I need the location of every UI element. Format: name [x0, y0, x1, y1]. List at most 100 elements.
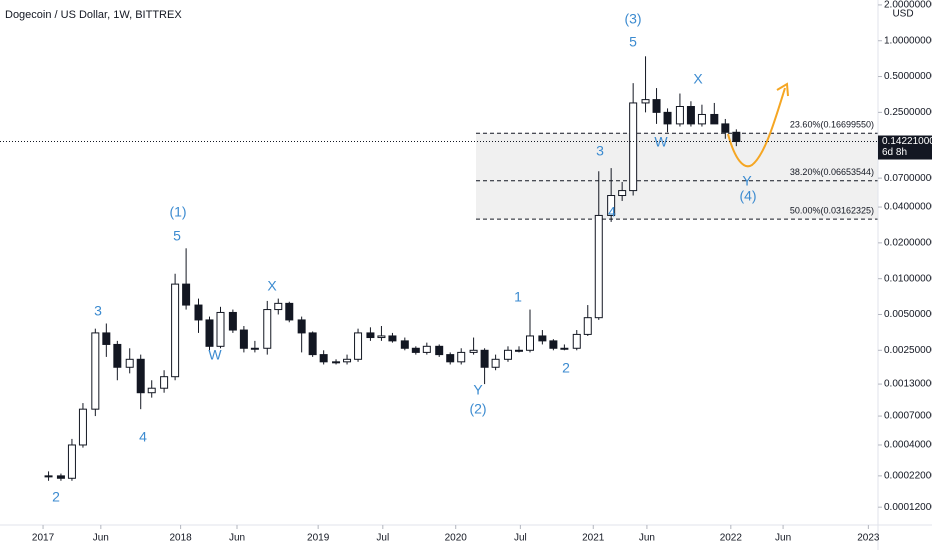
- y-tick-label: 0.00022000: [884, 471, 932, 482]
- candle-body: [308, 332, 317, 356]
- candle-body: [113, 343, 122, 368]
- y-tick-label: 0.04000000: [884, 202, 932, 213]
- wave-label: Y: [473, 382, 483, 398]
- candle-body: [469, 349, 478, 353]
- fib-label: 38.20%(0.06653544): [790, 167, 874, 177]
- wave-label: (3): [624, 11, 641, 27]
- x-tick-label: 2018: [169, 533, 192, 544]
- wave-label: 5: [173, 228, 181, 244]
- candle-body: [629, 102, 638, 192]
- candle-body: [125, 358, 134, 368]
- candle-body: [503, 349, 512, 360]
- x-tick-label: Jul: [514, 533, 527, 544]
- candle-body: [216, 311, 225, 347]
- x-tick-label: Jun: [775, 533, 791, 544]
- candle-body: [239, 329, 248, 349]
- y-tick-label: 0.00070000: [884, 411, 932, 422]
- candle-body: [136, 358, 145, 394]
- candle-body: [491, 358, 500, 368]
- candle-body: [422, 345, 431, 353]
- candle-body: [572, 333, 581, 349]
- candle-body: [332, 361, 341, 364]
- y-tick-label: 0.00130000: [884, 379, 932, 390]
- x-tick-label: Jun: [639, 533, 655, 544]
- y-tick-label: 0.00012000: [884, 502, 932, 513]
- candle-body: [514, 349, 523, 352]
- candle-body: [91, 332, 100, 410]
- fib-label: 23.60%(0.16699550): [790, 120, 874, 130]
- candle-body: [263, 309, 272, 349]
- projection-arrow: [776, 82, 789, 97]
- candle-body: [457, 351, 466, 363]
- wave-label: 5: [629, 34, 637, 50]
- candle-body: [549, 340, 558, 349]
- candle-body: [44, 475, 53, 478]
- fib-zone: [476, 133, 878, 220]
- price-tag-countdown: 6d 8h: [882, 147, 907, 158]
- candle-body: [697, 113, 706, 125]
- chart-title: Dogecoin / US Dollar, 1W, BITTREX: [5, 9, 182, 21]
- candle-body: [594, 214, 603, 319]
- projection-curve: [727, 87, 786, 168]
- wave-label: 4: [139, 429, 147, 445]
- x-tick-label: Jul: [376, 533, 389, 544]
- candle-body: [583, 317, 592, 335]
- fib-label: 50.00%(0.03162325): [790, 206, 874, 216]
- candle-body: [641, 99, 650, 104]
- currency-label: USD: [892, 9, 913, 20]
- wave-label: 3: [596, 143, 604, 159]
- candle-body: [285, 302, 294, 321]
- x-tick-label: 2023: [857, 533, 880, 544]
- candle-body: [721, 123, 730, 133]
- y-tick-label: 2.00000000: [884, 0, 932, 11]
- candle-body: [538, 335, 547, 342]
- y-tick-label: 0.07000000: [884, 173, 932, 184]
- candle-body: [525, 335, 534, 351]
- candle-body: [67, 444, 76, 479]
- candle-body: [663, 111, 672, 125]
- candle-body: [56, 475, 65, 479]
- candle-body: [686, 106, 695, 125]
- wave-label: (2): [469, 401, 486, 417]
- wave-label: W: [208, 347, 222, 363]
- candle-body: [274, 302, 283, 311]
- candle-body: [560, 347, 569, 350]
- wave-label: Y: [742, 173, 752, 189]
- candle-body: [732, 131, 741, 143]
- y-tick-label: 0.01000000: [884, 273, 932, 284]
- candle-body: [675, 106, 684, 125]
- candle-body: [228, 311, 237, 331]
- candle-body: [102, 332, 111, 345]
- price-tag-label: 0.14221000: [882, 136, 932, 147]
- candle-body: [171, 283, 180, 378]
- y-tick-label: 0.50000000: [884, 71, 932, 82]
- candle-body: [194, 304, 203, 321]
- x-tick-label: Jun: [229, 533, 245, 544]
- wave-label: 2: [562, 360, 570, 376]
- candle-body: [205, 319, 214, 347]
- wave-label: (4): [739, 188, 756, 204]
- wave-label: 2: [52, 489, 60, 505]
- candle-body: [147, 387, 156, 394]
- y-tick-label: 0.02000000: [884, 237, 932, 248]
- candle-body: [652, 99, 661, 113]
- wave-label: (1): [169, 204, 186, 220]
- candle-body: [250, 347, 259, 350]
- x-tick-label: 2022: [720, 533, 743, 544]
- candle-body: [435, 345, 444, 356]
- candle-body: [618, 190, 627, 197]
- y-tick-label: 0.25000000: [884, 107, 932, 118]
- candle-body: [446, 354, 455, 363]
- candle-body: [377, 335, 386, 339]
- candle-body: [182, 283, 191, 306]
- wave-label: 3: [94, 303, 102, 319]
- candle-body: [343, 358, 352, 363]
- candle-body: [319, 354, 328, 363]
- candle-body: [480, 349, 489, 368]
- y-tick-label: 0.00500000: [884, 309, 932, 320]
- wave-label: X: [267, 278, 277, 294]
- candle-body: [366, 332, 375, 339]
- x-tick-label: 2017: [32, 533, 55, 544]
